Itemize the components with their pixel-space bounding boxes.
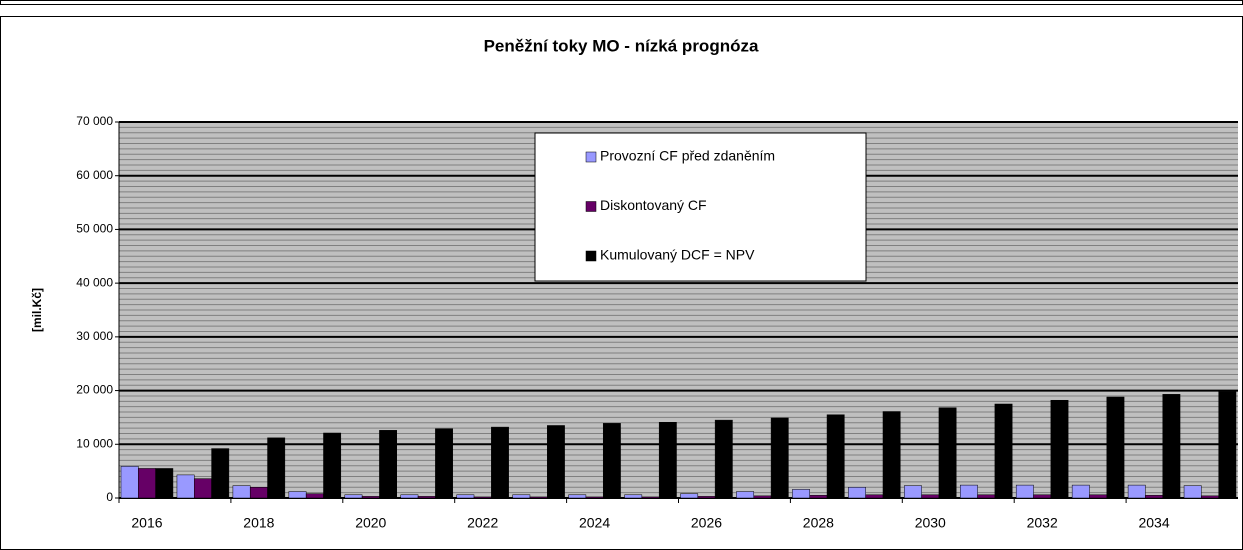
legend-swatch xyxy=(585,201,597,212)
bar xyxy=(753,495,772,499)
bar xyxy=(865,494,884,499)
bar xyxy=(456,494,475,499)
x-tick-label: 2016 xyxy=(131,515,162,531)
bar xyxy=(344,494,363,499)
x-tick-label: 2020 xyxy=(355,515,386,531)
legend-label: Kumulovaný DCF = NPV xyxy=(600,247,755,263)
y-tick-label: 50 000 xyxy=(76,222,113,236)
legend-swatch xyxy=(585,151,597,163)
y-axis-label: [mil.Kč] xyxy=(30,288,44,332)
bar xyxy=(361,496,380,499)
bar xyxy=(697,496,716,499)
bar xyxy=(994,403,1013,499)
bar xyxy=(1089,494,1108,499)
bar xyxy=(155,468,174,499)
bar xyxy=(770,417,789,499)
bar xyxy=(267,437,286,499)
x-tick-label: 2032 xyxy=(1027,515,1058,531)
bar xyxy=(1218,391,1237,499)
bar xyxy=(288,491,307,499)
bar xyxy=(305,493,324,499)
bar xyxy=(658,422,677,499)
bar xyxy=(641,496,660,499)
bar xyxy=(473,496,492,499)
x-tick-label: 2024 xyxy=(579,515,610,531)
bar xyxy=(512,494,531,499)
bar xyxy=(176,474,195,499)
x-tick-label: 2018 xyxy=(243,515,274,531)
x-tick-label: 2022 xyxy=(467,515,498,531)
bar xyxy=(138,468,156,499)
top-frame xyxy=(0,0,1243,5)
bar xyxy=(547,425,565,499)
bar xyxy=(1183,485,1202,499)
bar xyxy=(120,466,139,499)
bar xyxy=(194,478,212,499)
bar xyxy=(714,419,733,499)
bar xyxy=(249,487,268,499)
legend-swatch xyxy=(585,250,597,262)
bar xyxy=(585,496,604,499)
bar xyxy=(232,485,251,499)
bar xyxy=(211,448,230,499)
bar xyxy=(379,430,397,499)
bar xyxy=(1127,484,1146,499)
bar xyxy=(1145,495,1163,499)
bar xyxy=(568,494,587,499)
bar xyxy=(938,407,957,499)
y-tick-label: 70 000 xyxy=(76,114,113,128)
x-tick-label: 2030 xyxy=(915,515,946,531)
x-tick-label: 2028 xyxy=(803,515,834,531)
bar xyxy=(435,428,453,499)
legend-label: Provozní CF před zdaněním xyxy=(600,148,775,164)
plot: 0 10 000 20 000 30 000 40 000 50 000 60 000 70 … xyxy=(76,114,1238,531)
legend: Provozní CF před zdaněním Diskontovaný CF… xyxy=(534,132,867,282)
bar xyxy=(848,487,866,499)
bar xyxy=(882,411,901,499)
bar xyxy=(1033,494,1052,499)
bar xyxy=(1015,484,1034,499)
legend-label: Diskontovaný CF xyxy=(600,197,707,213)
y-tick-label: 20 000 xyxy=(76,383,113,397)
x-tick-label: 2026 xyxy=(691,515,722,531)
bar xyxy=(1106,396,1125,499)
y-tick-label: 0 xyxy=(106,490,113,504)
bar xyxy=(826,414,845,499)
bar xyxy=(960,484,978,499)
bar xyxy=(977,494,996,499)
bar xyxy=(736,491,755,499)
y-tick-label: 40 000 xyxy=(76,275,113,289)
bar xyxy=(680,493,699,499)
y-tick-label: 60 000 xyxy=(76,168,113,182)
bar xyxy=(1071,484,1090,499)
bar xyxy=(1050,399,1069,499)
bar xyxy=(491,426,509,499)
bar xyxy=(792,489,810,499)
bar xyxy=(529,496,548,499)
y-tick-label: 10 000 xyxy=(76,436,113,450)
y-tick-label: 30 000 xyxy=(76,329,113,343)
bar xyxy=(1162,394,1181,499)
bar xyxy=(809,495,828,499)
bar xyxy=(602,423,621,499)
chart-title: Peněžní toky MO - nízká prognóza xyxy=(484,36,759,55)
bar xyxy=(921,494,940,499)
bar xyxy=(400,494,419,499)
bar xyxy=(624,494,643,499)
bar xyxy=(323,432,342,499)
bar xyxy=(904,485,922,499)
x-tick-label: 2034 xyxy=(1138,515,1169,531)
bar xyxy=(1201,495,1219,499)
bar xyxy=(417,496,436,499)
